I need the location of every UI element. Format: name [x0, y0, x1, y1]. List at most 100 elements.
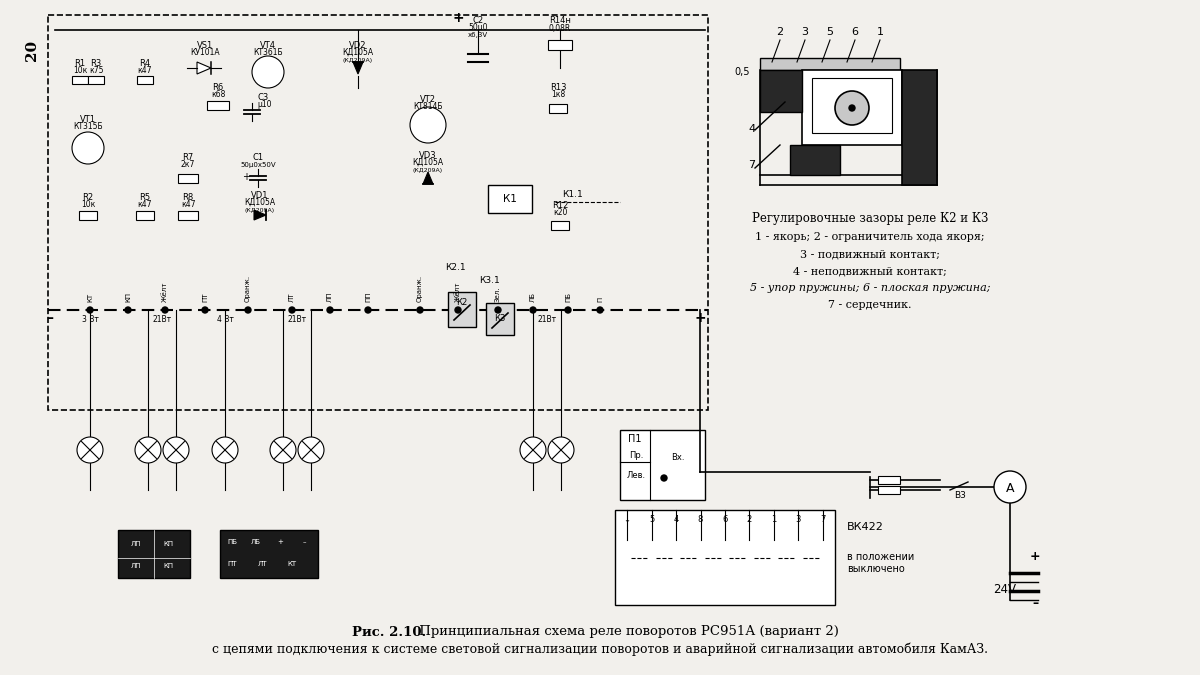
- Bar: [118, 530, 190, 578]
- Text: ВК422: ВК422: [847, 522, 884, 532]
- Text: ЛТ: ЛТ: [257, 561, 266, 567]
- Circle shape: [162, 307, 168, 313]
- Circle shape: [88, 307, 94, 313]
- Text: 1: 1: [772, 515, 776, 524]
- Bar: [208, 101, 229, 109]
- Text: ЛП: ЛП: [131, 563, 142, 569]
- Text: 7: 7: [749, 160, 756, 170]
- Text: R1: R1: [74, 59, 85, 68]
- Text: Оранж.: Оранж.: [245, 275, 251, 302]
- Text: 2: 2: [776, 27, 784, 37]
- Bar: [136, 211, 154, 219]
- Text: КП: КП: [125, 292, 131, 302]
- Text: ЛП: ЛП: [131, 541, 142, 547]
- Bar: [812, 78, 892, 133]
- Text: R3: R3: [90, 59, 102, 68]
- Text: КТ: КТ: [288, 561, 296, 567]
- Circle shape: [289, 307, 295, 313]
- Text: VT1: VT1: [80, 115, 96, 124]
- Text: R12: R12: [552, 201, 568, 210]
- Bar: [620, 430, 706, 500]
- Circle shape: [252, 56, 284, 88]
- Text: Лев.: Лев.: [626, 471, 646, 480]
- Text: Жёлт: Жёлт: [162, 281, 168, 302]
- Text: К2.1: К2.1: [445, 263, 466, 272]
- Bar: [760, 58, 900, 70]
- Text: К3: К3: [494, 314, 505, 323]
- Text: R4: R4: [139, 59, 150, 68]
- Text: R6: R6: [212, 83, 223, 92]
- Text: –: –: [47, 311, 54, 325]
- Text: +: +: [694, 311, 706, 325]
- Circle shape: [163, 437, 190, 463]
- Text: Рис. 2.10.: Рис. 2.10.: [352, 626, 426, 639]
- Circle shape: [326, 307, 334, 313]
- Text: +: +: [242, 172, 250, 182]
- Text: выключено: выключено: [847, 564, 905, 574]
- Text: КД105А: КД105А: [342, 48, 373, 57]
- Text: Принципиальная схема реле поворотов РС951А (вариант 2): Принципиальная схема реле поворотов РС95…: [415, 626, 839, 639]
- Circle shape: [994, 471, 1026, 503]
- Text: VS1: VS1: [197, 41, 214, 50]
- Text: в положении: в положении: [847, 552, 914, 562]
- Bar: [488, 185, 532, 213]
- Text: (КД209А): (КД209А): [245, 208, 275, 213]
- Text: R14н: R14н: [550, 16, 571, 25]
- Text: 5: 5: [827, 27, 834, 37]
- Circle shape: [565, 307, 571, 313]
- Bar: [878, 476, 900, 484]
- Text: КП: КП: [163, 541, 173, 547]
- Circle shape: [245, 307, 251, 313]
- Text: ЛП: ЛП: [326, 292, 334, 302]
- Text: x6,3V: x6,3V: [468, 32, 488, 38]
- Text: VT2: VT2: [420, 95, 436, 104]
- Bar: [79, 211, 97, 219]
- Circle shape: [598, 307, 604, 313]
- Text: Оранж.: Оранж.: [418, 275, 424, 302]
- Bar: [137, 76, 154, 84]
- Text: 10к: 10к: [80, 200, 95, 209]
- Text: К3.1: К3.1: [480, 276, 500, 285]
- Text: ПБ: ПБ: [227, 539, 238, 545]
- Polygon shape: [254, 210, 266, 220]
- Text: 5 - упор пружины; 6 - плоская пружина;: 5 - упор пружины; 6 - плоская пружина;: [750, 283, 990, 293]
- Text: 4 - неподвижный контакт;: 4 - неподвижный контакт;: [793, 266, 947, 276]
- Text: 5: 5: [649, 515, 654, 524]
- Bar: [486, 303, 514, 335]
- Text: R13: R13: [550, 83, 566, 92]
- Circle shape: [125, 307, 131, 313]
- Circle shape: [850, 105, 854, 111]
- Text: R7: R7: [182, 153, 193, 162]
- Text: КТ: КТ: [88, 293, 94, 302]
- Text: ЛБ: ЛБ: [530, 292, 536, 302]
- Text: VD2: VD2: [349, 41, 367, 50]
- Text: 1к8: 1к8: [551, 90, 565, 99]
- Bar: [178, 211, 198, 219]
- Circle shape: [270, 437, 296, 463]
- Text: (КД209А): (КД209А): [343, 58, 373, 63]
- Text: R8: R8: [182, 193, 193, 202]
- Text: 2: 2: [746, 515, 752, 524]
- Text: C1: C1: [252, 153, 264, 162]
- Circle shape: [455, 307, 461, 313]
- Text: КП: КП: [163, 563, 173, 569]
- Text: ЛБ: ЛБ: [251, 539, 262, 545]
- Text: +: +: [1030, 550, 1040, 563]
- Bar: [616, 510, 835, 605]
- Text: ПБ: ПБ: [565, 292, 571, 302]
- Circle shape: [77, 437, 103, 463]
- Text: 6: 6: [722, 515, 727, 524]
- Bar: [88, 76, 104, 84]
- Text: к20: к20: [553, 208, 568, 217]
- Text: 3 - подвижный контакт;: 3 - подвижный контакт;: [800, 249, 940, 259]
- Text: +: +: [452, 11, 464, 25]
- Bar: [448, 292, 476, 327]
- Text: VD1: VD1: [251, 191, 269, 200]
- Text: с цепями подключения к системе световой сигнализации поворотов и аварийной сигна: с цепями подключения к системе световой …: [212, 642, 988, 655]
- Text: 20: 20: [25, 39, 38, 61]
- Text: Пр.: Пр.: [629, 451, 643, 460]
- Text: А: А: [1006, 481, 1014, 495]
- Bar: [178, 173, 198, 182]
- Text: КТ315Б: КТ315Б: [73, 122, 103, 131]
- Circle shape: [72, 132, 104, 164]
